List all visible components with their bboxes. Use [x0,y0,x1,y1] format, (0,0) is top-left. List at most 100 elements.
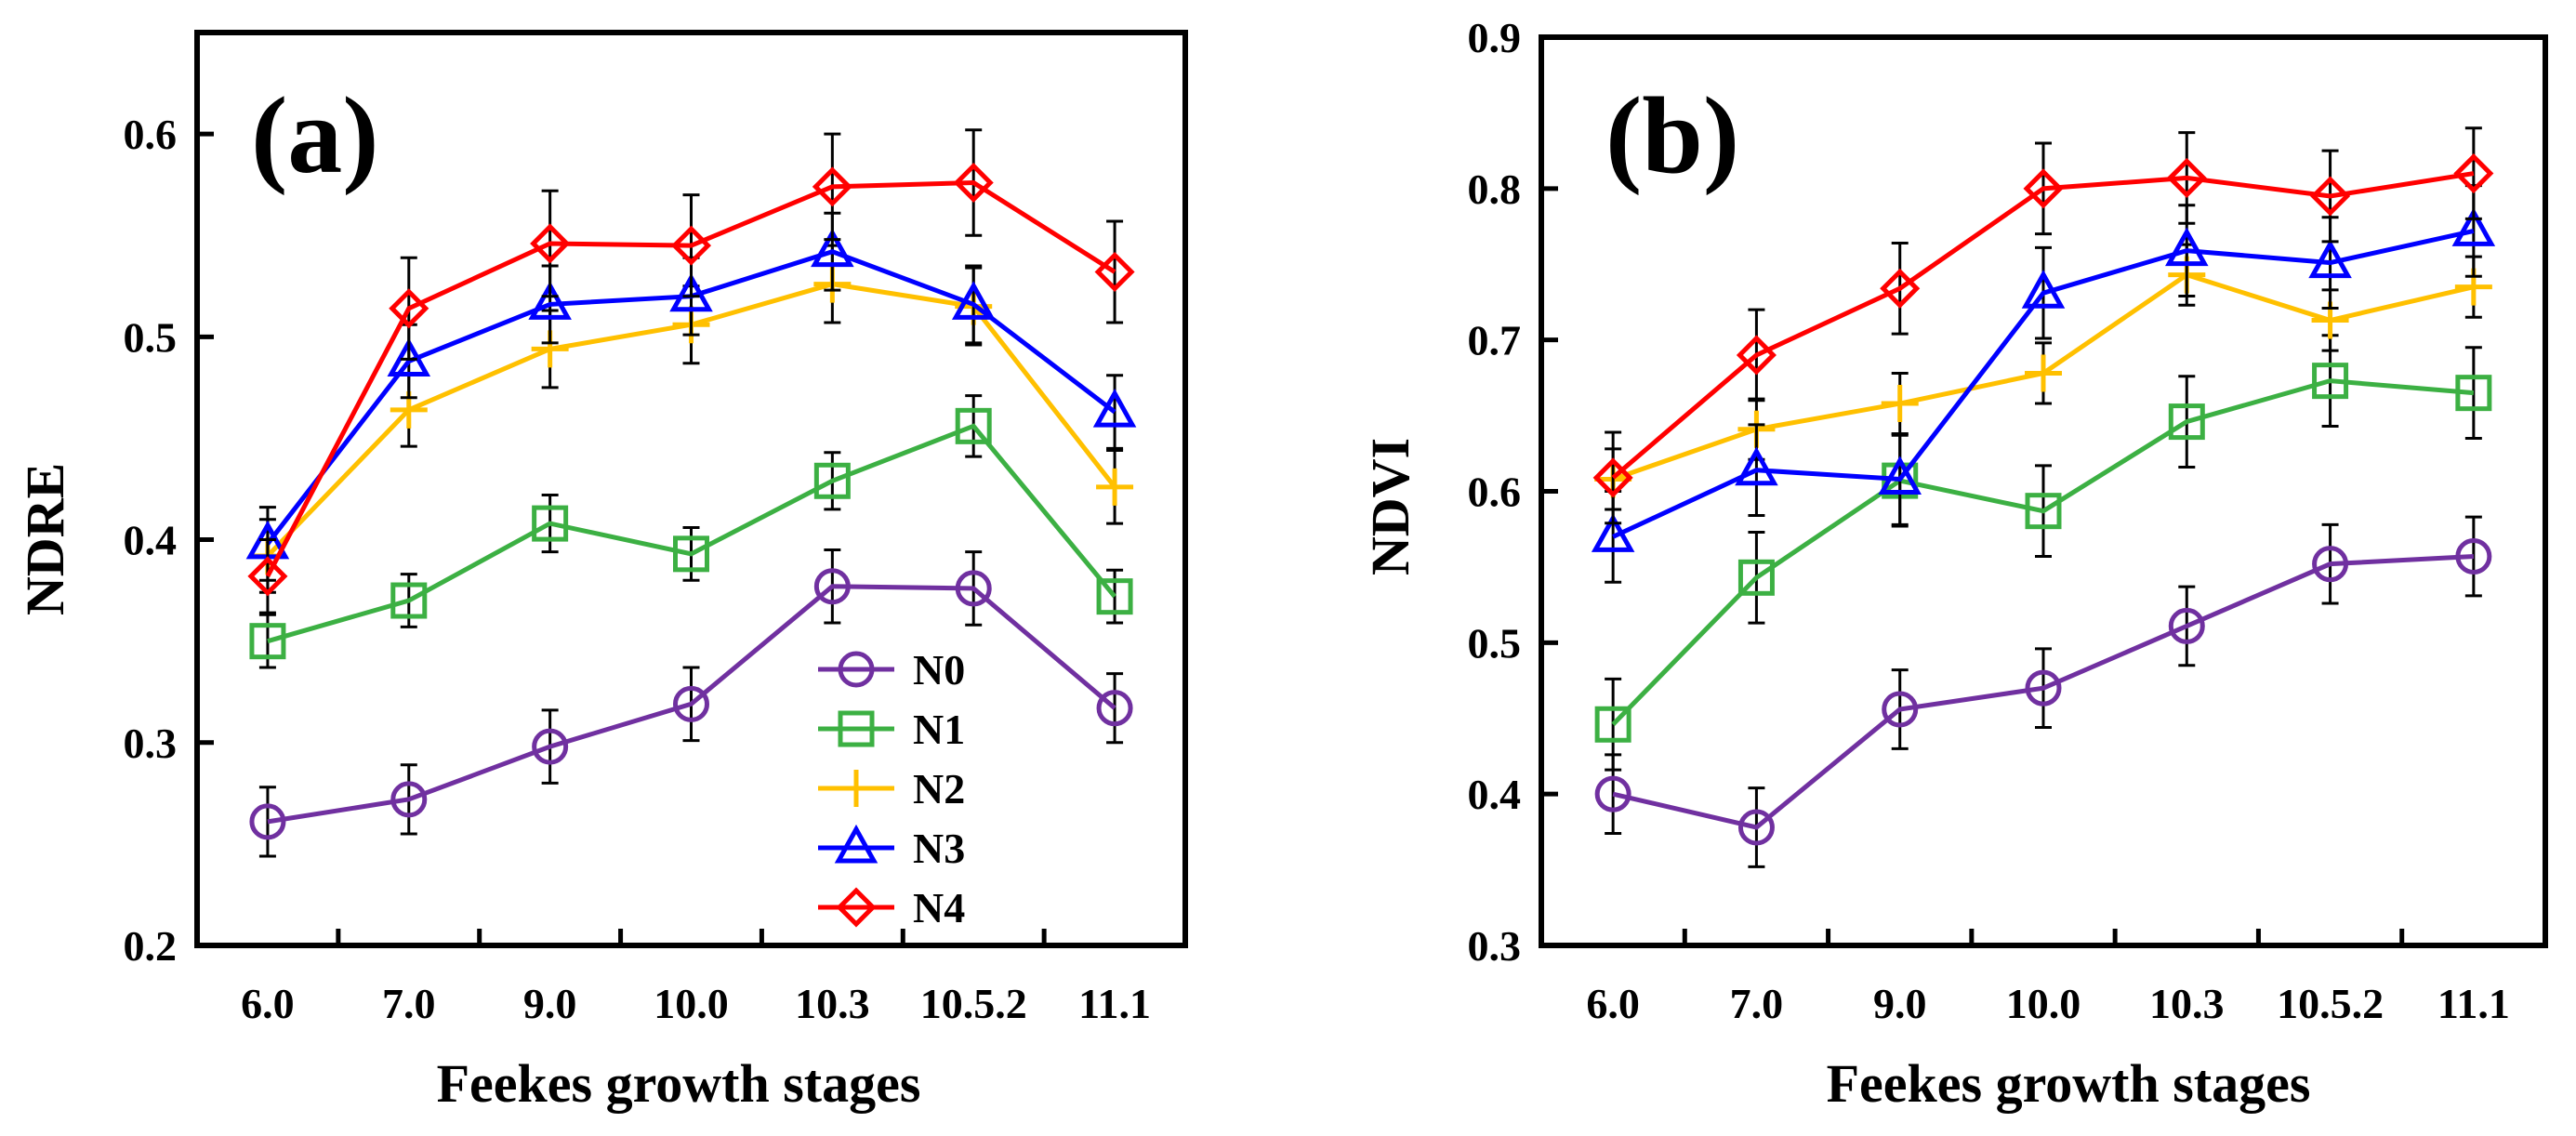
legend-label-n1: N1 [913,706,965,753]
panel-b-n4-point [2310,176,2351,217]
panel-b-n2-point [1881,385,1919,423]
panel-a-n1-point [1096,578,1133,615]
panel-b-y-axis-title: NDVI [1360,438,1420,575]
panel-a-label: (a) [251,74,379,196]
legend-label-n2: N2 [913,765,965,812]
panel-a-n0-line [267,584,1116,825]
panel-b-y-tick-label: 0.4 [1468,771,1522,818]
panel-b-n4-error-bar [2464,126,2482,220]
panel-b-y-tick-label: 0.3 [1468,922,1522,970]
panel-b-n1-point [2025,493,2062,530]
panel-a-y-tick-label: 0.2 [124,922,178,970]
panel-b-n4-point [1592,457,1633,498]
panel-b-n1-point [1737,559,1775,596]
panel-b-x-tick-label: 10.3 [2149,980,2225,1027]
panel-a-series-n4 [247,128,1135,614]
panel-b-y-tick-label: 0.5 [1468,619,1522,667]
panel-a-y-tick-label: 0.5 [124,313,178,361]
panel-b-n4-point [2453,153,2494,194]
panel-a-n4-point [670,225,712,266]
panel-b-x-axis-title: Feekes growth stages [1827,1053,2311,1114]
panel-a-n1-point [390,582,428,619]
panel-b-y-tick-label: 0.6 [1468,469,1522,516]
legend-marker-n0 [838,651,875,688]
panel-b-x-tick-label: 11.1 [2437,980,2510,1027]
panel-b-n3-point [2021,270,2066,309]
panel-b-n0-point [2025,669,2062,707]
panel-b-n4-point [1736,335,1777,376]
panel-b-label: (b) [1605,74,1739,196]
panel-a-n0-point [673,685,709,722]
panel-b-n4-point [2166,157,2207,198]
panel-b-n0-point [2168,607,2205,644]
panel-b-n0-point [1594,775,1631,812]
panel-b-x-tick-label: 6.0 [1586,980,1640,1027]
legend-marker-n2 [838,770,875,807]
panel-a-n1-point [955,407,992,444]
panel-a-series-n1 [249,394,1133,669]
panel-a-n4-point [812,166,852,207]
panel-b-n3-point [1591,513,1635,552]
panel-a-n4-point [1094,251,1135,293]
legend-marker-n4 [836,887,877,928]
panel-a-n1-point [813,462,851,499]
panel-b-n3-line [1612,228,2475,539]
panel-a-n3-point [1092,388,1137,428]
panel-b-n4-line [1611,171,2475,480]
panel-b-n0-point [1737,809,1775,846]
panel-b-series-n1 [1594,334,2492,772]
panel-b-n4-point [1880,268,1921,309]
panel-b-x-tick-label: 7.0 [1730,980,1784,1027]
panel-a-x-tick-label: 6.0 [241,980,295,1027]
panel-b-n0-line [1612,554,2474,830]
panel-b-y-tick-label: 0.9 [1468,14,1522,61]
panel-b-x-tick-label: 9.0 [1873,980,1927,1027]
panel-a-n3-point [528,281,572,320]
panel-a-n1-point [673,535,709,573]
panel-b-n0-point [2455,538,2492,575]
panel-a-x-tick-label: 9.0 [523,980,577,1027]
panel-b-series-n4 [1592,126,2494,525]
panel-a-x-tick-label: 10.5.2 [920,980,1027,1027]
panel-b-n3-point [2308,239,2352,279]
panel-a-n0-point [813,568,851,605]
panel-b-n1-point [2312,363,2349,400]
panel-b-x-tick-label: 10.0 [2006,980,2081,1027]
panel-a-n1-line [267,423,1116,644]
panel-b-n3-point [1735,446,1778,486]
legend-marker-n1 [838,710,875,747]
panel-a-n0-point [532,728,569,765]
panel-b-plot: 0.3 0.4 0.5 0.6 0.7 0.8 0.9 6.0 7.0 9.0 10.0 10.3 10… [1468,14,2548,1027]
panel-a-n0-point [390,781,428,818]
panel-a-n1-point [249,623,286,660]
panel-a-n3-point [951,281,996,320]
panel-a-n3-point [387,337,431,377]
panel-a-n4-point [247,556,288,597]
panel-a-n0-point [249,803,286,840]
panel-a-n4-point [953,162,994,204]
panel-a-y-tick-label: 0.4 [124,517,178,564]
panel-a: 0.2 0.3 0.4 0.5 0.6 6.0 7.0 9.0 10.0 10.3 10.5.2 11… [15,30,1188,1114]
panel-b-x-tick-label: 10.5.2 [2277,980,2384,1027]
panel-b-n0-point [1882,691,1919,728]
panel-a-x-tick-label: 10.3 [795,980,870,1027]
panel-b-y-tick-label: 0.7 [1468,317,1522,364]
panel-a-n0-point [1096,690,1133,727]
panel-a-legend: N0 N1 N2 N3 N4 [818,646,965,931]
panel-a-n1-point [532,505,569,542]
panel-a-n0-point [955,570,992,607]
panel-b-n2-point [2025,354,2062,392]
panel-b-series-n0 [1594,515,2492,868]
panel-b-y-tick-label: 0.8 [1468,165,1522,213]
panel-a-x-tick-label: 10.0 [654,980,729,1027]
panel-a-n4-point [530,223,571,264]
panel-a-y-axis-title: NDRE [15,463,75,615]
legend-label-n4: N4 [913,884,965,931]
panel-b: 0.3 0.4 0.5 0.6 0.7 0.8 0.9 6.0 7.0 9.0 10.0 10.3 10… [1360,14,2548,1114]
panel-b-n4-point [2023,168,2064,209]
panel-b-n3-point [2451,207,2496,246]
legend-label-n3: N3 [913,825,965,872]
panel-a-series-n0 [249,548,1133,858]
panel-b-n0-point [2312,546,2349,583]
